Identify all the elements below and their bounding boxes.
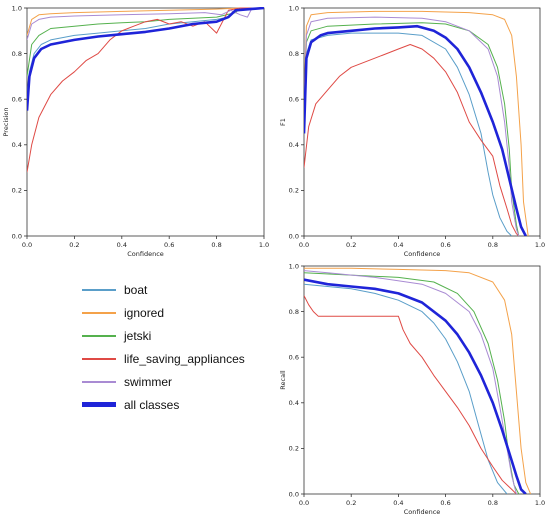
y-tick-label: 1.0 [289, 262, 299, 270]
legend-swatch [82, 335, 116, 337]
x-tick-label: 0.2 [69, 241, 79, 249]
series-line-all-classes [304, 24, 527, 236]
legend-swatch [82, 402, 116, 407]
series-line-life-saving-appliances [27, 7, 264, 173]
y-tick-label: 0.6 [289, 96, 299, 104]
legend-swatch [82, 312, 116, 314]
chart-recall: 0.0 0.2 0.4 0.6 0.8 1.0 0.0 0.2 0.4 0.6 0.8 1.0 Conf… [279, 262, 545, 516]
y-tick-label: 0.0 [12, 232, 22, 240]
x-axis-label: Confidence [404, 250, 441, 258]
y-axis-label: F1 [279, 118, 287, 126]
y-tick-label: 0.2 [12, 187, 22, 195]
y-tick-label: 0.4 [289, 399, 299, 407]
series-group [304, 267, 532, 494]
x-tick-label: 0.2 [346, 241, 356, 249]
legend-item: boat [82, 280, 282, 300]
y-tick-label: 0.8 [289, 308, 299, 316]
x-axis-label: Confidence [127, 250, 164, 258]
legend-item: life_saving_appliances [82, 349, 282, 369]
chart-f1: 0.0 0.2 0.4 0.6 0.8 1.0 0.0 0.2 0.4 0.6 0.8 1.0 Conf… [279, 4, 545, 258]
x-tick-label: 0.0 [22, 241, 32, 249]
x-tick-label: 0.8 [211, 241, 221, 249]
y-tick-label: 1.0 [289, 4, 299, 12]
legend-label: all classes [124, 398, 180, 412]
series-line-swimmer [27, 7, 264, 41]
legend-label: life_saving_appliances [124, 352, 245, 366]
series-line-all-classes [27, 7, 265, 111]
y-tick-label: 0.6 [289, 354, 299, 362]
legend-label: boat [124, 283, 148, 297]
plot-frame [26, 7, 265, 237]
legend-label: ignored [124, 306, 165, 320]
y-tick-label: 0.4 [12, 141, 22, 149]
y-tick-label: 0.6 [12, 96, 22, 104]
legend-swatch [82, 358, 116, 360]
x-tick-label: 1.0 [259, 241, 269, 249]
x-tick-label: 0.4 [393, 241, 403, 249]
x-tick-label: 0.4 [393, 499, 403, 507]
series-line-life-saving-appliances [304, 44, 520, 236]
y-tick-label: 0.8 [12, 50, 22, 58]
legend-swatch [82, 289, 116, 291]
series-line-swimmer [304, 270, 517, 494]
series-line-ignored [27, 7, 264, 36]
x-tick-label: 0.0 [299, 499, 309, 507]
y-axis-label: Precision [2, 107, 10, 136]
y-tick-label: 0.8 [289, 50, 299, 58]
x-axis-label: Confidence [404, 508, 441, 516]
x-tick-label: 0.2 [346, 499, 356, 507]
y-tick-label: 0.0 [289, 490, 299, 498]
legend-label: swimmer [124, 375, 172, 389]
series-line-boat [304, 32, 513, 236]
x-tick-label: 0.6 [164, 241, 174, 249]
x-tick-label: 0.4 [117, 241, 127, 249]
series-line-all-classes [304, 278, 527, 494]
x-tick-label: 1.0 [535, 499, 545, 507]
series-line-life-saving-appliances [304, 295, 517, 494]
y-tick-label: 1.0 [12, 4, 22, 12]
y-tick-label: 0.4 [289, 141, 299, 149]
y-axis-label: Recall [279, 370, 287, 390]
legend-item: ignored [82, 303, 282, 323]
chart-precision: 0.0 0.2 0.4 0.6 0.8 1.0 0.0 0.2 0.4 0.6 0.8 1.0 Conf… [2, 4, 269, 258]
x-tick-label: 0.8 [488, 499, 498, 507]
series-line-boat [304, 283, 508, 494]
series-line-ignored [304, 10, 529, 236]
legend-label: jetski [124, 329, 152, 343]
legend-item: jetski [82, 326, 282, 346]
y-tick-label: 0.2 [289, 187, 299, 195]
legend-item: swimmer [82, 372, 282, 392]
series-group [27, 7, 265, 173]
series-group [304, 10, 529, 236]
legend-item: all classes [82, 395, 282, 415]
plot-frame [303, 7, 541, 237]
legend-swatch [82, 381, 116, 383]
x-tick-label: 0.6 [440, 241, 450, 249]
series-line-ignored [304, 267, 532, 494]
y-tick-label: 0.0 [289, 232, 299, 240]
x-tick-label: 0.0 [299, 241, 309, 249]
x-tick-label: 1.0 [535, 241, 545, 249]
x-tick-label: 0.6 [440, 499, 450, 507]
y-tick-label: 0.2 [289, 445, 299, 453]
x-tick-label: 0.8 [488, 241, 498, 249]
